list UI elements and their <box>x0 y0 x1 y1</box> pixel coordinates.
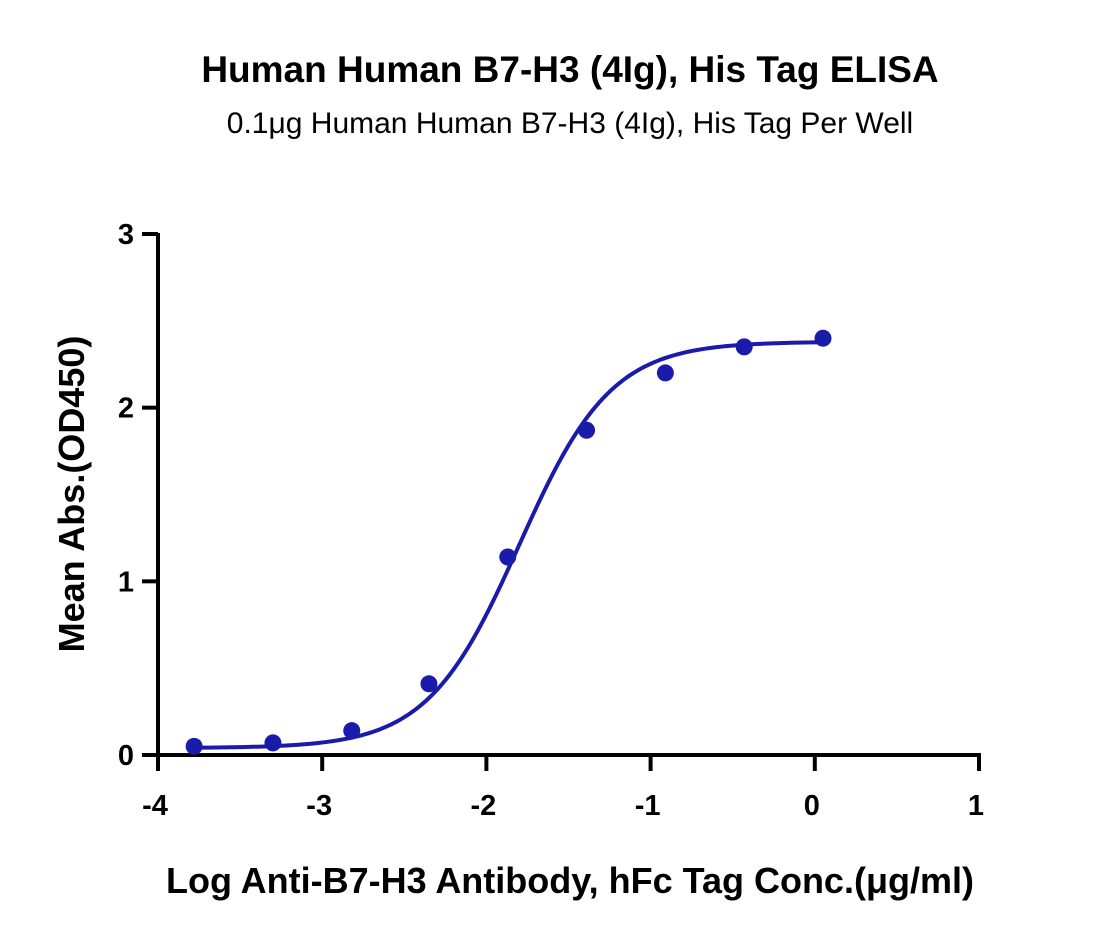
x-tick-label-5: 1 <box>968 790 984 822</box>
data-point-1 <box>264 734 282 752</box>
y-tick-label-0: 0 <box>118 740 134 772</box>
chart-subtitle: 0.1μg Human Human B7-H3 (4Ig), His Tag P… <box>227 107 913 140</box>
fit-curve <box>194 340 824 750</box>
x-tick-label-2: -2 <box>471 790 497 822</box>
data-point-7 <box>735 338 753 356</box>
y-tick-label-1: 1 <box>118 566 134 598</box>
chart-title: Human Human B7-H3 (4Ig), His Tag ELISA <box>201 49 938 90</box>
x-axis-label: Log Anti-B7-H3 Antibody, hFc Tag Conc.(μ… <box>166 860 974 901</box>
y-axis-label: Mean Abs.(OD450) <box>51 336 92 653</box>
data-point-0 <box>185 737 203 755</box>
axes <box>156 233 981 757</box>
x-tick-label-0: -4 <box>142 790 168 822</box>
y-ticks: 0 1 2 3 <box>118 219 158 772</box>
data-point-4 <box>499 548 517 566</box>
x-tick-label-1: -3 <box>306 790 332 822</box>
y-tick-label-2: 2 <box>118 393 134 425</box>
x-tick-label-3: -1 <box>635 790 661 822</box>
data-point-6 <box>656 364 674 382</box>
data-point-2 <box>343 722 361 740</box>
y-tick-label-3: 3 <box>118 219 134 251</box>
data-point-8 <box>814 329 832 347</box>
x-tick-label-4: 0 <box>804 790 820 822</box>
data-points <box>185 329 832 755</box>
x-ticks: -4 -3 -2 -1 0 1 <box>142 755 984 822</box>
data-point-3 <box>420 675 438 693</box>
data-point-5 <box>578 421 596 439</box>
